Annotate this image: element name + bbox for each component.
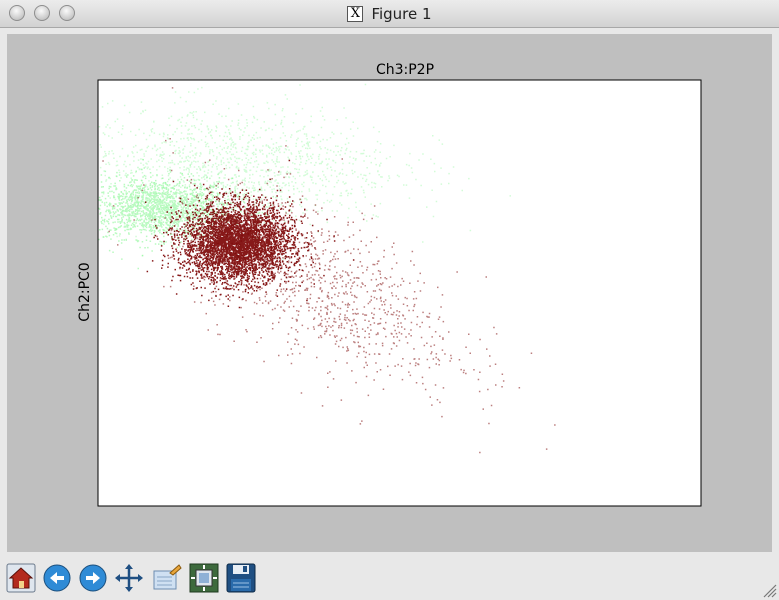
pan-button[interactable] [114, 563, 144, 593]
scatter-points [98, 83, 511, 260]
x11-icon: X [347, 6, 364, 22]
series-green [98, 83, 511, 270]
series-red [102, 87, 556, 454]
chart-title: Ch3:P2P [376, 62, 434, 78]
window-title: Figure 1 [371, 5, 432, 23]
scatter-plot[interactable]: Ch3:P2P Ch2:PC0 [7, 34, 772, 552]
home-button[interactable] [6, 563, 36, 593]
back-button[interactable] [42, 563, 72, 593]
zoom-button[interactable] [152, 563, 182, 593]
home-icon [6, 563, 36, 593]
axes-frame [97, 79, 702, 507]
zoom-rect-icon [153, 564, 182, 590]
resize-grip-icon[interactable] [761, 582, 777, 598]
minimize-window-button[interactable] [34, 5, 50, 21]
navigation-toolbar [0, 556, 779, 600]
scatter-points [98, 159, 274, 270]
zoom-window-button[interactable] [59, 5, 75, 21]
figure-canvas[interactable]: Ch3:P2P Ch2:PC0 [7, 34, 772, 552]
window-titlebar[interactable]: X Figure 1 [0, 0, 779, 28]
y-axis-label: Ch2:PC0 [77, 262, 93, 321]
close-window-button[interactable] [9, 5, 25, 21]
subplots-icon [189, 563, 219, 593]
scatter-points [102, 87, 556, 454]
arrow-left-icon [43, 564, 71, 592]
floppy-disk-icon [226, 563, 256, 593]
window-title-area: X Figure 1 [0, 0, 779, 28]
save-button[interactable] [226, 563, 256, 593]
arrow-right-icon [79, 564, 107, 592]
scatter-points [144, 159, 355, 309]
forward-button[interactable] [78, 563, 108, 593]
move-arrows-icon [115, 564, 143, 592]
plot-area [98, 80, 701, 506]
subplots-button[interactable] [189, 563, 219, 593]
